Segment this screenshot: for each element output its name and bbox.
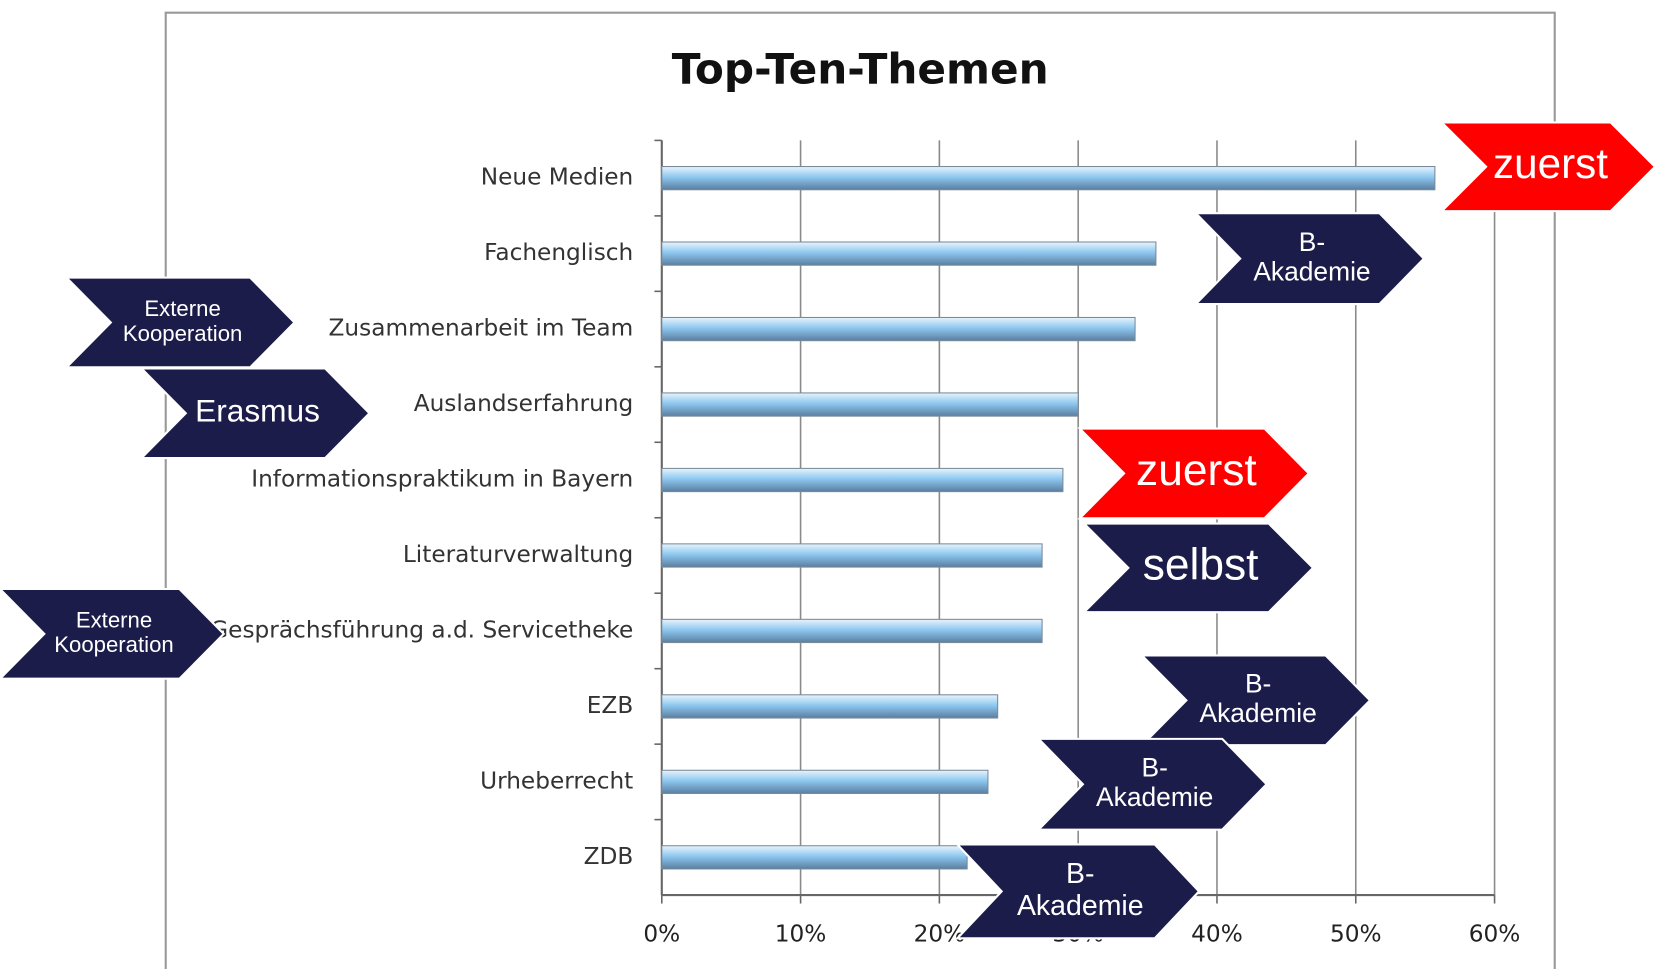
- bar: [661, 316, 1136, 342]
- y-tick-label: Gesprächsführung a.d. Servicetheke: [210, 616, 633, 643]
- bar-group: [661, 166, 1436, 191]
- bar: [661, 467, 1064, 493]
- x-tick-label: 60%: [1469, 921, 1521, 948]
- bar: [661, 241, 1157, 266]
- annotation-text: zuerst: [1136, 446, 1257, 495]
- chevron: [1139, 654, 1372, 747]
- annotation: B-Akademie: [1193, 212, 1426, 306]
- y-tick-label: Literaturverwaltung: [403, 541, 633, 568]
- y-tick-label: Fachenglisch: [484, 239, 633, 266]
- chevron: [954, 843, 1201, 940]
- bar-group: [661, 241, 1157, 266]
- chevron: [1193, 212, 1426, 306]
- annotation: B-Akademie: [1139, 654, 1372, 747]
- bar: [661, 543, 1043, 568]
- y-tick-label: Informationspraktikum in Bayern: [251, 466, 633, 493]
- y-tick-label: ZDB: [584, 843, 634, 870]
- annotation: zuerst: [1077, 427, 1311, 520]
- y-tick-label: Urheberrecht: [480, 767, 633, 794]
- y-tick-label: Auslandserfahrung: [414, 390, 634, 417]
- x-tick-label: 10%: [775, 921, 827, 948]
- annotation-text: B-: [1245, 669, 1271, 699]
- bar: [661, 769, 989, 795]
- chevron: [0, 587, 226, 680]
- bar-group: [661, 467, 1064, 493]
- annotation: B-Akademie: [954, 843, 1201, 940]
- bar-group: [661, 316, 1136, 342]
- annotation: Erasmus: [138, 367, 371, 460]
- annotation-text: Kooperation: [123, 321, 243, 346]
- x-tick-label: 50%: [1330, 921, 1382, 948]
- y-tick-label: Neue Medien: [481, 164, 634, 191]
- bar-group: [661, 694, 999, 719]
- bar: [661, 845, 968, 870]
- annotation-text: Akademie: [1096, 782, 1213, 812]
- annotation-text: B-: [1299, 227, 1325, 257]
- chevron: [1081, 522, 1315, 614]
- y-tick-label: EZB: [587, 692, 634, 719]
- chevron: [1036, 737, 1269, 831]
- annotation: B-Akademie: [1036, 737, 1269, 831]
- bar-group: [661, 769, 989, 795]
- bar: [661, 392, 1079, 417]
- annotation-text: selbst: [1143, 541, 1259, 590]
- x-tick-label: 40%: [1191, 921, 1243, 948]
- bar-group: [661, 543, 1043, 568]
- annotation-text: Akademie: [1199, 698, 1316, 728]
- annotation-text: B-: [1066, 858, 1094, 890]
- bar: [661, 618, 1043, 644]
- chevron: [1439, 121, 1655, 213]
- bar-group: [661, 618, 1043, 644]
- chevron: [138, 367, 371, 460]
- bar: [661, 166, 1436, 191]
- bar: [661, 694, 999, 719]
- y-tick-label: Zusammenarbeit im Team: [329, 315, 634, 342]
- annotation: zuerst: [1439, 121, 1655, 213]
- x-tick-label: 20%: [914, 921, 966, 948]
- annotation-text: zuerst: [1493, 140, 1608, 187]
- annotation: selbst: [1081, 522, 1315, 614]
- x-tick-label: 0%: [643, 921, 680, 948]
- bar-group: [661, 392, 1079, 417]
- chevron: [1077, 427, 1311, 520]
- annotation-text: Erasmus: [195, 393, 320, 429]
- annotation-text: Akademie: [1253, 256, 1370, 286]
- annotation-text: Externe: [144, 296, 220, 321]
- annotation-text: Externe: [76, 607, 152, 632]
- chart-title: Top-Ten-Themen: [672, 44, 1049, 93]
- bar-group: [661, 845, 968, 870]
- annotation-text: B-: [1142, 752, 1168, 782]
- annotation-text: Kooperation: [54, 632, 174, 657]
- annotation-text: Akademie: [1017, 890, 1144, 922]
